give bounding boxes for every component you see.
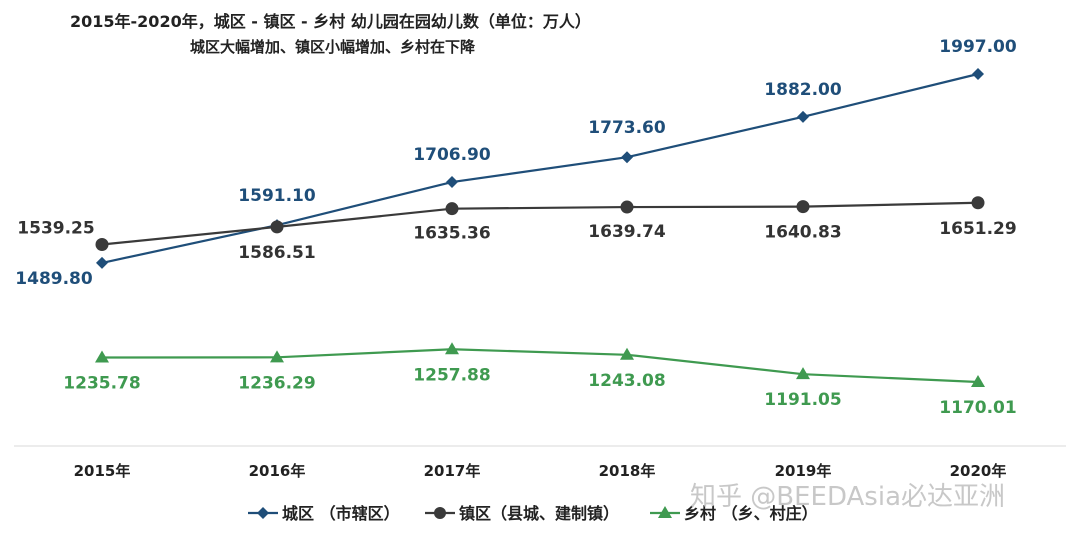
data-label: 1651.29 [939, 219, 1016, 239]
data-point-circle [796, 200, 810, 214]
data-point-triangle [95, 350, 109, 363]
data-point-triangle [971, 375, 985, 387]
data-point-circle [95, 237, 109, 251]
legend-marker-circle [434, 507, 446, 519]
data-label: 1586.51 [238, 243, 315, 263]
legend-marker-triangle [658, 506, 672, 518]
data-point-diamond [446, 176, 458, 189]
data-point-triangle [796, 367, 810, 380]
data-point-triangle [270, 350, 284, 363]
legend-marker-diamond [257, 507, 269, 519]
data-point-circle [620, 200, 634, 214]
x-tick-label: 2019年 [775, 462, 832, 480]
data-label: 1243.08 [588, 371, 665, 391]
legend-label: 乡村 （乡、村庄） [684, 504, 818, 523]
x-tick-label: 2016年 [249, 462, 306, 480]
data-label: 1236.29 [238, 373, 315, 393]
data-label: 1773.60 [588, 118, 666, 138]
data-point-circle [270, 220, 284, 234]
data-point-diamond [96, 256, 108, 269]
data-point-diamond [621, 151, 633, 164]
data-label: 1639.74 [588, 222, 666, 242]
data-label: 1235.78 [63, 374, 140, 394]
data-label: 1191.05 [764, 390, 841, 410]
chart-title: 2015年-2020年，城区 - 镇区 - 乡村 幼儿园在园幼儿数（单位：万人） [70, 12, 591, 31]
data-label: 1591.10 [238, 186, 316, 206]
data-label: 1882.00 [764, 80, 842, 100]
data-label: 1539.25 [17, 218, 94, 238]
data-point-diamond [972, 68, 984, 80]
legend-label: 城区 （市辖区） [282, 504, 400, 523]
data-point-triangle [445, 342, 459, 355]
legend-label: 镇区（县城、建制镇） [459, 504, 619, 523]
data-label: 1706.90 [413, 145, 491, 165]
data-point-diamond [797, 110, 809, 123]
x-tick-label: 2017年 [424, 462, 481, 480]
x-tick-label: 2020年 [950, 462, 1007, 480]
x-tick-label: 2015年 [74, 462, 131, 480]
data-label: 1489.80 [15, 269, 93, 289]
watermark: 知乎 @BEEDAsia必达亚洲 [690, 482, 1006, 512]
series-line-2 [101, 201, 979, 246]
data-label: 1997.00 [939, 37, 1017, 57]
series-line-1 [101, 72, 979, 264]
data-label: 1640.83 [764, 223, 841, 243]
x-tick-label: 2018年 [599, 462, 656, 480]
data-label: 1257.88 [413, 365, 490, 385]
data-point-circle [445, 202, 459, 216]
data-point-triangle [620, 347, 634, 360]
chart-subtitle: 城区大幅增加、镇区小幅增加、乡村在下降 [190, 38, 476, 56]
data-label: 1635.36 [413, 224, 490, 244]
data-point-circle [971, 196, 985, 210]
data-label: 1170.01 [939, 398, 1016, 418]
series-line-3 [101, 348, 979, 384]
